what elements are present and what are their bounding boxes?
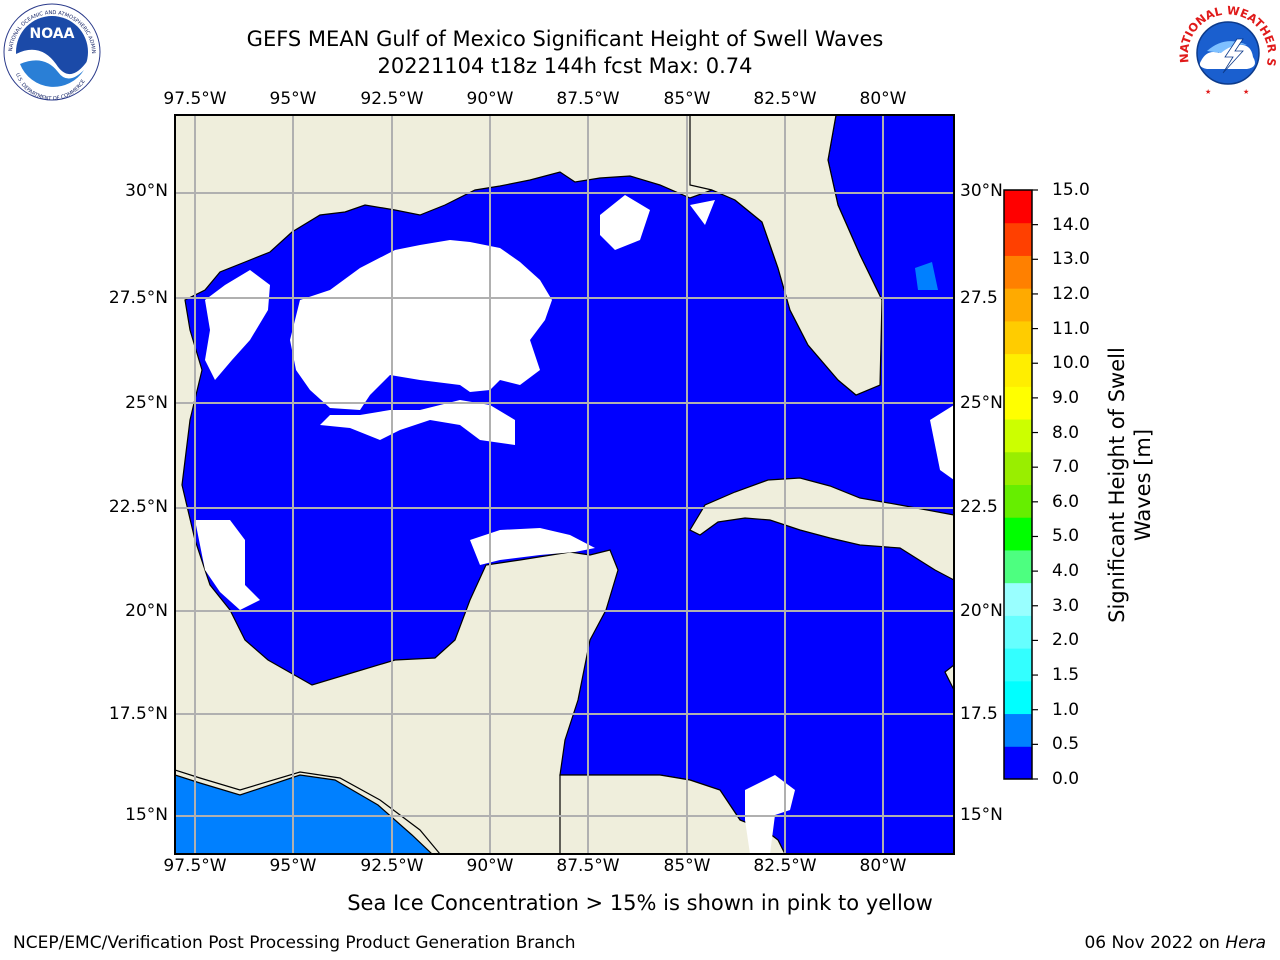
no-data-florida-shelf (690, 200, 715, 225)
lon-tick-top: 87.5°W (556, 89, 620, 109)
no-data-lower-gulf (320, 400, 515, 445)
lat-tick-left: 25°N (125, 393, 168, 413)
colorbar-label-line1: Significant Height of Swell (1105, 347, 1129, 623)
map-frame (174, 114, 955, 855)
colorbar-segment (1004, 288, 1032, 322)
colorbar-tick-label: 4.0 (1052, 561, 1080, 582)
sea-ice-note: Sea Ice Concentration > 15% is shown in … (347, 891, 933, 915)
lon-tick-top: 90°W (466, 89, 514, 109)
pacific-swell-region (175, 774, 433, 854)
colorbar-segment (1004, 353, 1032, 387)
lon-tick-bottom: 82.5°W (753, 856, 817, 876)
colorbar-segment (1004, 517, 1032, 551)
colorbar-segment (1004, 255, 1032, 289)
colorbar-segment (1004, 746, 1032, 780)
footer-date: 06 Nov 2022 on Hera (1084, 933, 1266, 953)
cuba-land (689, 477, 954, 581)
colorbar-tick-label: 8.0 (1052, 422, 1080, 443)
colorbar-segment (1004, 615, 1032, 649)
lon-tick-bottom: 92.5°W (360, 856, 424, 876)
grid-lines (175, 115, 954, 854)
colorbar-tick-label: 7.0 (1052, 457, 1080, 478)
lat-tick-right: 20°N (960, 601, 1003, 621)
colorbar-segment (1004, 386, 1032, 420)
lon-tick-top: 82.5°W (753, 89, 817, 109)
lat-tick-left: 17.5°N (108, 704, 168, 724)
lon-tick-top: 85°W (663, 89, 711, 109)
no-data-yucatan (470, 528, 595, 565)
colorbar-tick-label: 0.0 (1052, 769, 1080, 789)
footer-credit: NCEP/EMC/Verification Post Processing Pr… (13, 933, 576, 953)
page-subtitle: 20221104 t18z 144h fcst Max: 0.74 (377, 54, 753, 78)
colorbar-segment (1004, 549, 1032, 584)
page-title: GEFS MEAN Gulf of Mexico Significant Hei… (246, 27, 884, 51)
colorbar-tick-label: 2.0 (1052, 630, 1080, 651)
colorbar-tick-label: 6.0 (1052, 491, 1080, 512)
colorbar-segment (1004, 419, 1032, 453)
colorbar-segment (1004, 680, 1032, 715)
lat-tick-right: 25°N (960, 393, 1003, 413)
colorbar-tick-label: 9.0 (1052, 387, 1080, 408)
colorbar-label: Significant Height of Swell Waves [m] (1104, 315, 1156, 655)
colorbar-tick-label: 1.5 (1052, 665, 1080, 686)
colorbar-tick-label: 13.0 (1052, 249, 1090, 270)
colorbar-segment (1004, 451, 1032, 485)
nws-logo: NATIONAL WEATHER SERVICE ★ ★ (1177, 1, 1279, 98)
colorbar-segment (1004, 582, 1032, 616)
lon-tick-top: 92.5°W (360, 89, 424, 109)
colorbar-tick-label: 0.5 (1052, 734, 1080, 755)
lon-tick-top: 95°W (269, 89, 317, 109)
lon-tick-bottom: 87.5°W (556, 856, 620, 876)
colorbar-tick-label: 12.0 (1052, 283, 1090, 304)
lon-tick-top: 80°W (859, 89, 907, 109)
no-data-central-gulf (290, 240, 552, 410)
lat-tick-right: 30°N (960, 181, 1003, 201)
lat-tick-right: 17.5 (960, 704, 998, 724)
footer-date-text: 06 Nov 2022 on (1084, 933, 1226, 953)
no-data-gulf-ne (600, 195, 650, 250)
lat-tick-left: 27.5°N (108, 288, 168, 308)
lat-tick-left: 30°N (125, 181, 168, 201)
colorbar-tick-label: 15.0 (1052, 180, 1090, 200)
no-data-keys (930, 405, 954, 480)
colorbar-tick-label: 10.0 (1052, 353, 1090, 374)
colorbar-frame (1003, 189, 1033, 780)
no-data-bahamas (915, 262, 938, 290)
colorbar-segment (1004, 320, 1032, 355)
no-data-caribbean (745, 775, 795, 854)
colorbar-tick-label: 3.0 (1052, 595, 1080, 616)
lat-tick-right: 22.5 (960, 497, 998, 517)
colorbar-tick-label: 1.0 (1052, 699, 1080, 720)
colorbar-segment (1004, 222, 1032, 256)
lat-tick-left: 22.5°N (108, 497, 168, 517)
colorbar-tick-label: 14.0 (1052, 214, 1090, 235)
lon-tick-top: 97.5°W (163, 89, 227, 109)
lat-tick-right: 27.5 (960, 288, 998, 308)
colorbar-segment (1004, 484, 1032, 518)
svg-text:★: ★ (1205, 88, 1211, 96)
noaa-logo-text: NOAA (30, 26, 75, 42)
no-data-bay-campeche (195, 520, 260, 610)
lon-tick-bottom: 95°W (269, 856, 317, 876)
lat-tick-right: 15°N (960, 805, 1003, 825)
lon-tick-bottom: 85°W (663, 856, 711, 876)
lon-tick-bottom: 90°W (466, 856, 514, 876)
footer-machine: Hera (1225, 933, 1266, 953)
colorbar (1003, 189, 1038, 780)
colorbar-label-line2: Waves [m] (1131, 428, 1155, 542)
hispaniola-land (944, 664, 954, 691)
lat-tick-left: 20°N (125, 601, 168, 621)
colorbar-tick-label: 11.0 (1052, 318, 1090, 339)
colorbar-segment (1004, 648, 1032, 682)
lat-tick-left: 15°N (125, 805, 168, 825)
colorbar-segment (1004, 190, 1032, 224)
lon-tick-bottom: 80°W (859, 856, 907, 876)
colorbar-segment (1004, 713, 1032, 747)
map-layers (175, 115, 954, 854)
noaa-logo: NOAA NATIONAL OCEANIC AND ATMOSPHERIC AD… (0, 2, 101, 102)
colorbar-tick-label: 5.0 (1052, 526, 1080, 547)
lon-tick-bottom: 97.5°W (163, 856, 227, 876)
svg-text:★: ★ (1243, 88, 1249, 96)
